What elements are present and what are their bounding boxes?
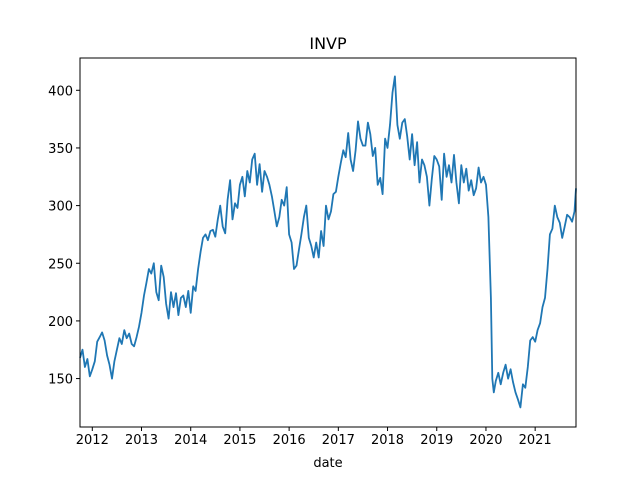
y-tick-label: 300: [48, 200, 73, 215]
x-tick-label: 2017: [322, 433, 355, 448]
y-axis: 150 200 250 300 350 400: [48, 84, 80, 388]
y-tick-label: 250: [48, 257, 73, 272]
chart-title: INVP: [309, 34, 347, 53]
axes-frame: [79, 57, 577, 428]
x-tick-label: 2012: [76, 433, 109, 448]
x-tick-label: 2020: [469, 433, 502, 448]
x-tick-label: 2016: [273, 433, 306, 448]
plot-area: [79, 75, 577, 409]
x-tick-label: 2013: [125, 433, 158, 448]
x-tick-label: 2014: [174, 433, 207, 448]
y-tick-label: 350: [48, 142, 73, 157]
x-tick-label: 2015: [223, 433, 256, 448]
x-tick-label: 2019: [420, 433, 453, 448]
x-tick-label: 2018: [371, 433, 404, 448]
y-tick-label: 150: [48, 373, 73, 388]
y-tick-label: 400: [48, 84, 73, 99]
y-tick-label: 200: [48, 315, 73, 330]
x-tick-label: 2021: [519, 433, 552, 448]
series-line-0: [79, 75, 577, 409]
x-axis: 2012 2013 2014 2015 2016 2017 2018 2019 2020 2021: [76, 427, 552, 448]
x-axis-label: date: [313, 456, 342, 471]
